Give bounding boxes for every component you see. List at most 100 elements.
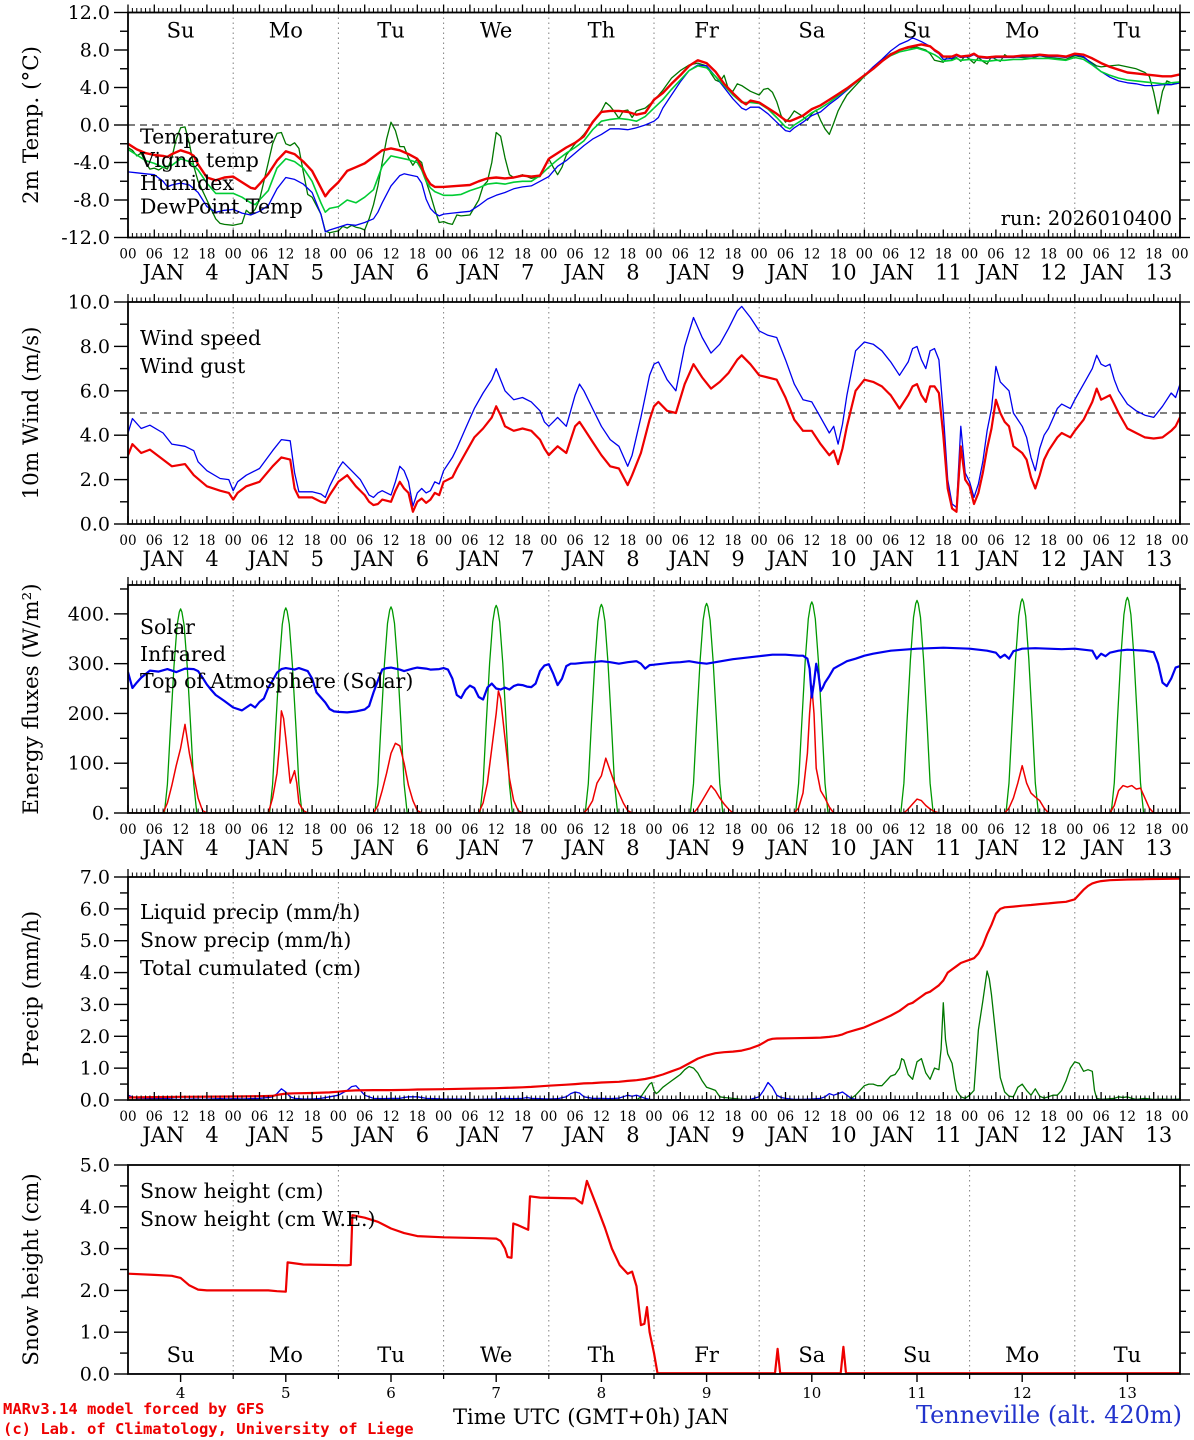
x-axis: 00 06 12 18 00 06 12 18 00 06 12 18 00 06 12 18 00 06 12 18… [119,869,1189,1147]
y-tick-label: 3.0 [80,1238,110,1260]
x-hour-label: 18 [198,822,215,838]
x-hour-label: 00 [330,247,347,263]
x-date-label: JAN 8 [561,1123,639,1147]
y-tick-label: 4.0 [80,962,110,984]
x-hour-label: 12 [1119,533,1136,549]
x-hour-label: 00 [225,1109,242,1125]
day-name-label: Fr [694,1343,720,1367]
day-name-label: Sa [798,19,825,43]
x-hour-label: 00 [961,247,978,263]
y-axis: 0. 100. 200. 300. 400. [68,588,1190,825]
x-axis: 00 06 12 18 00 06 12 18 00 06 12 18 00 06 12 18 00 06 12 18… [119,4,1189,285]
x-hour-label: 12 [172,247,189,263]
x-hour-label: 06 [146,822,163,838]
series-group [128,1179,1180,1374]
legend-solar: Solar [140,615,195,639]
y-tick-label: 4.0 [80,77,110,99]
x-hour-label: 12 [803,1109,820,1125]
x-hour-label: 18 [1145,1109,1162,1125]
x-hour-label: 18 [935,1109,952,1125]
legend-snow-precip: Snow precip (mm/h) [140,928,351,952]
x-hour-label: 06 [356,1109,373,1125]
y-tick-label: 400. [68,603,110,625]
x-day-number: 4 [176,1384,186,1402]
x-date-label: JAN 12 [975,836,1067,860]
y-axis-title-temp: 2m Temp. (°C) [19,46,44,204]
day-name-label: Su [903,19,931,43]
x-hour-label: 06 [251,533,268,549]
x-hour-label: 18 [1040,822,1057,838]
x-hour-label: 00 [751,247,768,263]
panel-flux: 0. 100. 200. 300. 400. 00 06 12 18 00 06 12 18 00 06 12… [19,577,1190,860]
run-label: run: 2026010400 [1000,207,1172,230]
x-hour-label: 00 [856,822,873,838]
x-hour-label: 06 [672,247,689,263]
series-toa-solar-line [128,596,1180,813]
day-name-label: Tu [1114,1343,1142,1367]
x-hour-label: 12 [382,1109,399,1125]
legend-wind-gust: Wind gust [140,354,246,378]
y-tick-label: 5.0 [80,930,110,952]
x-hour-label: 12 [172,533,189,549]
legend-total-cumulated: Total cumulated (cm) [140,956,361,980]
x-hour-label: 00 [856,1109,873,1125]
series-total-cumulated-line [128,877,1180,1099]
x-hour-label: 12 [908,1109,925,1125]
x-hour-label: 00 [540,822,557,838]
x-hour-label: 00 [330,533,347,549]
x-hour-label: 00 [1066,1109,1083,1125]
x-hour-label: 06 [356,533,373,549]
day-name-label: Fr [694,19,720,43]
series-solar-line [128,685,1180,813]
x-date-label: JAN 5 [246,836,324,860]
x-date-label: JAN 5 [246,261,324,285]
x-date-label: JAN 9 [666,1123,744,1147]
day-name-label: Su [167,1343,195,1367]
x-hour-label: 06 [777,533,794,549]
x-hour-label: 00 [961,533,978,549]
x-hour-label: 00 [225,822,242,838]
x-date-label: JAN 7 [456,1123,534,1147]
day-name-label: Mo [1005,1343,1039,1367]
series-snow-height-line [128,1179,1180,1374]
x-hour-label: 06 [1093,247,1110,263]
x-day-number: 9 [702,1384,712,1402]
x-hour-label: 12 [1014,533,1031,549]
x-hour-label: 06 [672,1109,689,1125]
y-tick-label: 0.0 [80,115,110,137]
x-hour-label: 18 [1145,247,1162,263]
x-hour-label: 00 [119,247,136,263]
x-hour-label: 00 [540,533,557,549]
x-date-label: JAN 8 [561,836,639,860]
x-hour-label: 12 [1119,822,1136,838]
x-hour-label: 12 [1014,1109,1031,1125]
x-hour-label: 06 [672,533,689,549]
day-name-label: Th [588,1343,616,1367]
day-name-label: Su [903,1343,931,1367]
x-hour-label: 18 [1040,533,1057,549]
y-tick-label: 7.0 [80,867,110,889]
x-hour-label: 18 [619,822,636,838]
y-tick-label: 2.0 [80,1280,110,1302]
x-hour-label: 06 [461,1109,478,1125]
y-axis: -12.0 -8.0 -4.0 0.0 4.0 8.0 12.0 [61,2,1190,249]
day-name-label: Tu [377,1343,405,1367]
panel-temp: -12.0 -8.0 -4.0 0.0 4.0 8.0 12.0 00 06 12 18 00 06 12… [19,2,1190,285]
legend-wind-speed: Wind speed [140,326,261,350]
x-hour-label: 00 [330,1109,347,1125]
x-hour-label: 06 [356,247,373,263]
x-hour-label: 18 [724,247,741,263]
time-axis-label: Time UTC (GMT+0h) JAN [453,1405,729,1429]
x-hour-label: 06 [461,533,478,549]
x-hour-label: 06 [987,247,1004,263]
legend-temperature: Temperature [140,125,274,149]
series-dewpoint-line [128,47,1180,213]
y-tick-label: 0.0 [80,1364,110,1386]
x-hour-label: 18 [935,822,952,838]
x-hour-label: 06 [146,1109,163,1125]
y-axis: 0.0 1.0 2.0 3.0 4.0 5.0 6.0 7.0 [80,867,1190,1112]
x-hour-label: 18 [198,1109,215,1125]
y-tick-label: 8.0 [80,40,110,62]
y-axis-title-precip: Precip (mm/h) [19,911,44,1067]
day-name-label: Tu [1114,19,1142,43]
